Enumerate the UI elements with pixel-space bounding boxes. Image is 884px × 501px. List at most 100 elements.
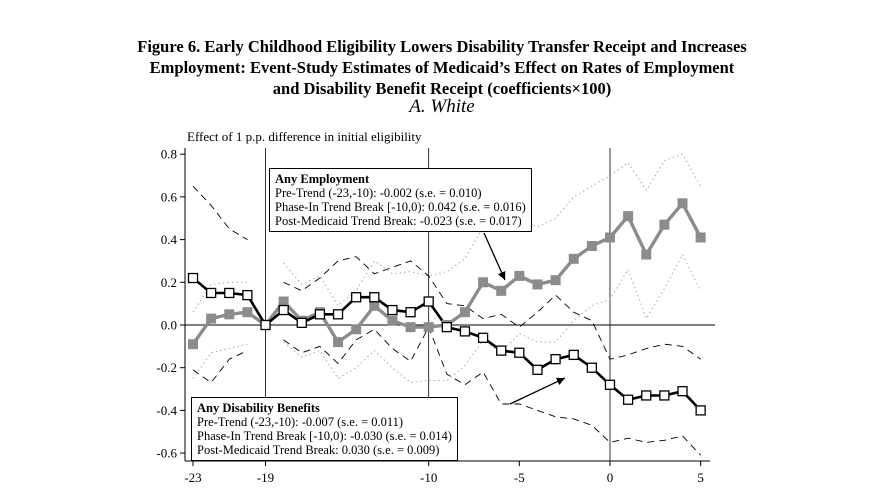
y-tick-label: -0.2 [156,360,177,375]
disability-ci-lower-line [283,326,701,456]
disability-point [641,390,652,401]
disability-point [242,289,253,301]
employment-point [369,300,380,311]
title-line-3: and Disability Benefit Receipt (coeffici… [272,79,612,98]
disability-point [532,364,543,375]
employment-ci-upper-line [283,153,702,307]
employment-point [695,232,706,243]
panel-subtitle: A. White [409,96,475,117]
disability-point [314,309,326,320]
employment-annotation-arrow [483,232,506,281]
disability-point [423,296,434,307]
y-tick-label: 0.6 [161,189,178,204]
disability-ci-lower-line [192,350,248,384]
disability-point [441,321,452,333]
disability-series-line [192,276,702,412]
disability-annotation-arrow [509,377,566,405]
annotation-arrows [483,232,566,405]
employment-ci-upper-line [192,281,248,313]
employment-annotation-arrow-head [498,271,506,280]
y-tick-label: -0.6 [156,446,177,461]
y-tick-label: -0.4 [156,403,177,418]
disability-annotation-heading: Any Disability Benefits [197,401,320,415]
employment-point [623,211,634,222]
chart-frame: -0.6 -0.4 -0.2 0.0 0.2 0.4 0.6 0.8 -23 -19 -10 -5 0 5 [156,147,715,485]
x-tick-label: -5 [514,470,525,485]
disability-point [187,272,199,284]
disability-annotation-line: Pre-Trend (-23,-10): -0.007 (s.e. = 0.01… [197,415,404,429]
y-tick-label: 0.4 [161,232,178,247]
x-tick-label: -19 [257,470,274,485]
employment-point [568,253,579,264]
employment-point [532,279,543,290]
employment-ci-lower-line [283,253,702,384]
employment-point [224,309,235,320]
title-line-1: Figure 6. Early Childhood Eligibility Lo… [137,37,747,56]
employment-point [459,307,470,318]
disability-point [568,349,579,361]
employment-point [423,322,434,333]
employment-ci-lower-line [192,343,248,379]
employment-annotation-box: Any Employment Pre-Trend (-23,-10): -0.0… [269,168,532,232]
disability-point [296,317,307,329]
disability-point [604,379,616,390]
disability-point [496,345,507,356]
series-lines [191,200,703,412]
employment-point [351,324,362,335]
x-tick-label: 0 [607,470,614,485]
employment-annotation-heading: Any Employment [275,172,370,186]
disability-annotation-box: Any Disability Benefits Pre-Trend (-23,-… [191,397,458,461]
employment-point [496,285,507,296]
employment-point [206,313,217,324]
disability-point [205,287,217,299]
employment-point [677,198,688,209]
x-tick-label: -23 [184,470,201,485]
disability-annotation-line: Phase-In Trend Break [-10,0): -0.030 (s.… [197,429,452,443]
disability-point [477,332,489,343]
employment-point [478,277,489,288]
disability-point [260,319,271,331]
employment-point [550,275,561,286]
y-tick-label: 0.2 [161,275,177,290]
employment-point [514,270,525,281]
employment-point [659,219,670,230]
disability-point [659,390,670,401]
disability-point [332,309,344,320]
series-markers [187,198,706,416]
disability-point [550,354,561,365]
disability-annotation-line: Post-Medicaid Trend Break: 0.030 (s.e. =… [197,443,440,457]
disability-point [695,405,706,416]
disability-point [387,304,398,316]
employment-point [333,337,344,348]
employment-annotation-line: Pre-Trend (-23,-10): -0.002 (s.e. = 0.01… [275,186,482,200]
disability-point [586,362,598,373]
employment-point [604,232,615,243]
employment-point [188,339,198,350]
x-tick-label: -10 [420,470,437,485]
disability-point [278,304,289,316]
disability-point [369,292,380,303]
disability-ci-upper-line [192,185,248,240]
confidence-intervals [192,153,702,456]
employment-point [586,241,597,252]
y-axis-label: Effect of 1 p.p. difference in initial e… [187,129,422,144]
disability-annotation-arrow-head [556,377,565,385]
y-tick-label: 0.0 [161,318,177,333]
disability-point [514,347,525,358]
disability-ci-upper-line [283,256,701,360]
employment-point [278,296,289,307]
disability-point [405,307,416,318]
employment-annotation-line: Post-Medicaid Trend Break: -0.023 (s.e. … [275,214,522,228]
disability-point [677,386,688,397]
employment-point [242,307,253,318]
employment-point [387,315,398,326]
x-tick-label: 5 [697,470,704,485]
disability-point [224,287,235,299]
disability-point [622,394,634,405]
disability-point [351,292,362,303]
figure-title: Figure 6. Early Childhood Eligibility Lo… [0,36,884,99]
y-tick-label: 0.8 [161,147,177,162]
employment-annotation-line: Phase-In Trend Break [-10,0): 0.042 (s.e… [275,200,526,214]
title-line-2: Employment: Event-Study Estimates of Med… [149,58,735,77]
